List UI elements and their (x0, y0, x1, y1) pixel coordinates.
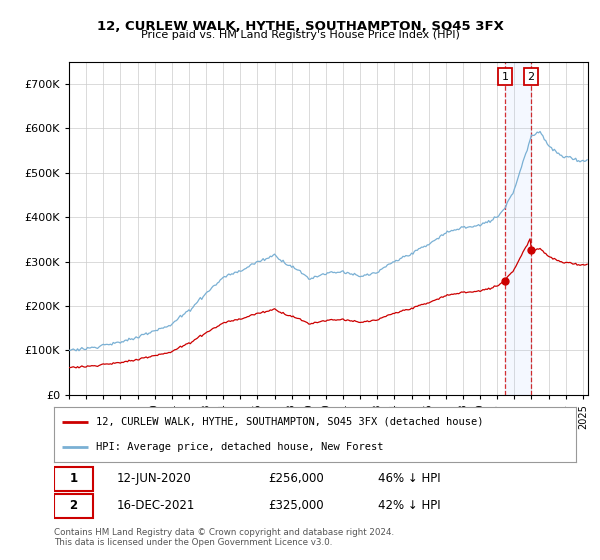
Text: Price paid vs. HM Land Registry's House Price Index (HPI): Price paid vs. HM Land Registry's House … (140, 30, 460, 40)
FancyBboxPatch shape (54, 494, 93, 518)
Text: 12-JUN-2020: 12-JUN-2020 (116, 472, 191, 485)
Text: 1: 1 (69, 472, 77, 485)
Bar (505, 62, 531, 395)
Text: £256,000: £256,000 (268, 472, 324, 485)
Text: 16-DEC-2021: 16-DEC-2021 (116, 500, 195, 512)
FancyBboxPatch shape (54, 466, 93, 491)
Text: HPI: Average price, detached house, New Forest: HPI: Average price, detached house, New … (96, 442, 383, 452)
Text: 2: 2 (527, 72, 535, 82)
Text: Contains HM Land Registry data © Crown copyright and database right 2024.
This d: Contains HM Land Registry data © Crown c… (54, 528, 394, 547)
Text: 1: 1 (502, 72, 508, 82)
Text: 12, CURLEW WALK, HYTHE, SOUTHAMPTON, SO45 3FX: 12, CURLEW WALK, HYTHE, SOUTHAMPTON, SO4… (97, 20, 503, 32)
Text: £325,000: £325,000 (268, 500, 323, 512)
Text: 46% ↓ HPI: 46% ↓ HPI (377, 472, 440, 485)
Text: 12, CURLEW WALK, HYTHE, SOUTHAMPTON, SO45 3FX (detached house): 12, CURLEW WALK, HYTHE, SOUTHAMPTON, SO4… (96, 417, 483, 427)
Text: 42% ↓ HPI: 42% ↓ HPI (377, 500, 440, 512)
Text: 2: 2 (69, 500, 77, 512)
